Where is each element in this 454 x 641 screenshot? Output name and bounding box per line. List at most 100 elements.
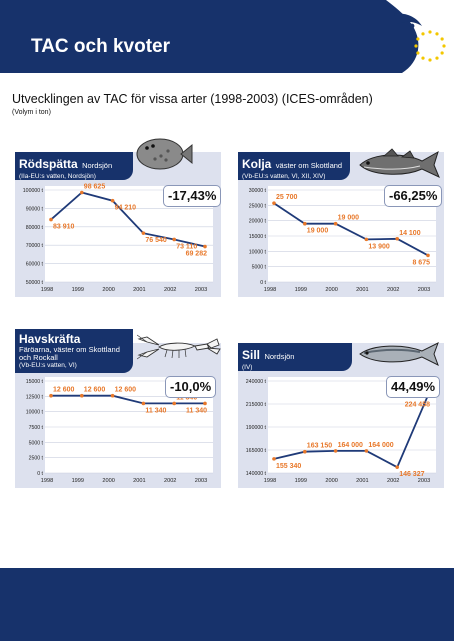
y-tick-label: 215000 t: [246, 402, 267, 408]
page-header: TAC och kvoter: [0, 0, 454, 73]
change-badge: -66,25%: [384, 185, 443, 207]
x-tick-label: 2000: [325, 478, 337, 484]
data-label: 12 600: [53, 387, 75, 394]
lobster-icon: [137, 334, 221, 360]
data-point: [364, 237, 369, 242]
logo-star: [442, 44, 446, 48]
data-label: 19 000: [338, 215, 360, 222]
data-label: 146 327: [399, 471, 424, 478]
y-tick-label: 50000 t: [26, 280, 44, 286]
x-tick-label: 2001: [356, 478, 368, 484]
x-tick-label: 2002: [164, 287, 176, 293]
y-tick-label: 80000 t: [26, 225, 44, 231]
data-point: [110, 198, 115, 203]
fish-eu-logo-icon: [386, 0, 454, 73]
panel-tag-kolja: Kolja väster om Skottland (Vb-EU:s vatte…: [238, 152, 350, 180]
x-tick-label: 1999: [295, 478, 307, 484]
data-point: [49, 393, 53, 398]
logo-star: [440, 51, 444, 55]
data-point: [364, 449, 369, 453]
y-tick-label: 90000 t: [26, 206, 44, 212]
y-tick-label: 190000 t: [246, 425, 267, 431]
species-area: (IV): [242, 364, 253, 371]
data-label: 224 458: [405, 401, 430, 408]
data-point: [110, 393, 115, 398]
y-tick-label: 2500 t: [29, 456, 44, 462]
y-tick-label: 0 t: [260, 280, 266, 286]
species-name: Rödspätta: [19, 157, 78, 171]
y-tick-label: 20000 t: [249, 219, 267, 225]
x-tick-label: 2001: [356, 287, 368, 293]
x-tick-label: 2001: [133, 478, 145, 484]
y-tick-label: 100000 t: [23, 188, 44, 194]
y-tick-label: 60000 t: [26, 262, 44, 268]
chart-panel-kolja: 0 t 5000 t 10000 t 15000 t 20000 t 25000 t 300…: [238, 148, 444, 297]
panel-tag-havskrafta-bg: Havskräfta Färöarna, väster om Skottland…: [15, 329, 133, 373]
logo-star: [435, 32, 439, 36]
series-line: [273, 394, 429, 469]
species-region: väster om Skottland: [275, 161, 343, 170]
y-tick-label: 10000 t: [26, 410, 44, 416]
data-point: [141, 231, 146, 235]
data-point: [333, 221, 338, 226]
chart-panel-rodspatta: 50000 t 60000 t 70000 t 80000 t 90000 t 10000…: [15, 138, 222, 297]
panel-tag-rodspatta: Rödspätta Nordsjön (IIa-EU:s vatten, Nor…: [15, 152, 133, 180]
y-tick-label: 25000 t: [249, 203, 267, 209]
data-label: 14 100: [399, 230, 421, 237]
species-area: (Vb-EU:s vatten, VI): [19, 362, 77, 369]
data-point: [80, 393, 84, 398]
flatfish-icon: [136, 138, 193, 170]
y-tick-label: 7500 t: [29, 425, 44, 431]
logo-star: [421, 32, 425, 36]
data-point: [80, 190, 84, 195]
data-label: 164 000: [338, 442, 363, 449]
data-point: [272, 457, 276, 461]
y-tick-label: 5000 t: [29, 440, 44, 446]
data-label: 13 900: [368, 243, 390, 250]
data-point: [49, 217, 53, 222]
species-region: Nordsjön: [264, 352, 295, 361]
series-line: [51, 394, 205, 405]
data-label: 8 675: [412, 259, 430, 266]
page-subtitle: Utvecklingen av TAC för vissa arter (199…: [12, 92, 373, 106]
x-tick-label: 1998: [264, 478, 276, 484]
data-label: 83 910: [53, 224, 75, 231]
data-point: [303, 221, 307, 226]
species-region: Nordsjön: [82, 161, 113, 170]
x-tick-label: 2000: [325, 287, 337, 293]
x-tick-label: 1998: [264, 287, 276, 293]
series-line: [273, 202, 429, 257]
y-tick-label: 30000 t: [249, 188, 267, 194]
species-region: Färöarna, väster om Skottland och Rockal…: [19, 345, 120, 362]
species-name: Kolja: [242, 157, 272, 171]
data-label: 12 600: [84, 387, 106, 394]
x-tick-label: 2000: [102, 287, 114, 293]
y-tick-label: 140000 t: [246, 471, 267, 477]
x-tick-label: 1998: [41, 478, 53, 484]
species-name: Sill: [242, 348, 261, 362]
data-point: [395, 236, 399, 241]
chart-havskrafta: 0 t 2500 t 5000 t 7500 t 10000 t 12500 t 15000…: [26, 377, 213, 484]
data-label: 69 282: [186, 251, 208, 258]
data-label: 76 540: [145, 237, 167, 244]
y-tick-label: 165000 t: [246, 448, 267, 454]
data-point: [172, 401, 176, 406]
x-tick-label: 2003: [195, 478, 207, 484]
data-label: 155 340: [276, 463, 301, 470]
y-tick-label: 0 t: [37, 471, 43, 477]
x-tick-label: 2003: [195, 287, 207, 293]
x-tick-label: 1999: [72, 478, 84, 484]
series-line: [50, 191, 206, 248]
haddock-fish-icon: [359, 148, 440, 179]
data-point: [203, 401, 207, 406]
logo-star: [440, 37, 444, 41]
x-tick-label: 2002: [387, 287, 399, 293]
page-title: TAC och kvoter: [31, 36, 171, 57]
y-tick-label: 70000 t: [26, 243, 44, 249]
data-label: 25 700: [276, 194, 298, 201]
x-tick-label: 1999: [295, 287, 307, 293]
data-label: 12 600: [115, 387, 137, 394]
x-tick-label: 2000: [102, 478, 114, 484]
y-tick-label: 10000 t: [249, 249, 267, 255]
y-tick-label: 15000 t: [249, 234, 267, 240]
